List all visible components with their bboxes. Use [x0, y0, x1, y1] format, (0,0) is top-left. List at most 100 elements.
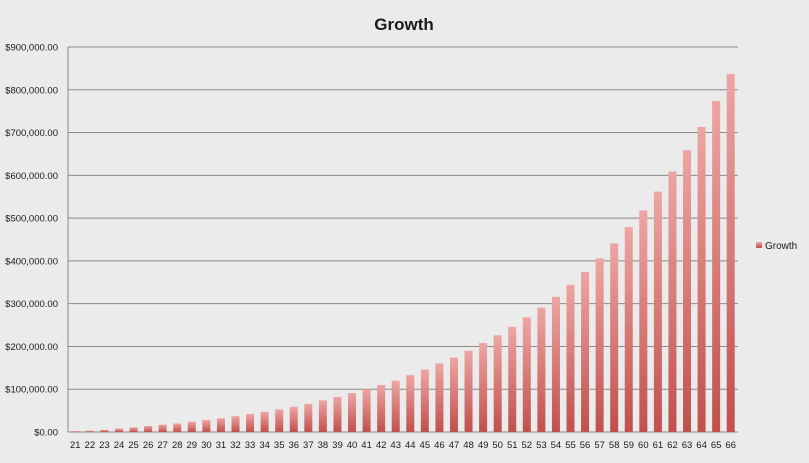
grid-lines: [67, 46, 738, 433]
x-tick-label: 21: [70, 440, 81, 451]
bar-28: [173, 423, 182, 432]
bar-32: [231, 416, 240, 432]
x-tick-label: 64: [696, 440, 707, 451]
bar-27: [158, 424, 167, 432]
x-tick-label: 27: [157, 440, 168, 451]
x-tick-label: 32: [230, 440, 241, 451]
x-tick-label: 45: [420, 440, 431, 451]
bar-58: [610, 243, 619, 432]
bar-60: [639, 210, 648, 432]
y-tick-label: $400,000.00: [5, 256, 58, 267]
x-tick-label: 62: [667, 440, 678, 451]
legend-swatch: [756, 242, 762, 248]
bar-59: [624, 227, 633, 432]
x-axis-labels: 21 22 23 24 25 26 27 28 29 30 31 32 33 34 35 36 37 38 39 40…: [70, 440, 736, 451]
x-tick-label: 35: [274, 440, 285, 451]
x-tick-label: 44: [405, 440, 416, 451]
y-tick-label: $900,000.00: [5, 43, 58, 54]
bars: [71, 73, 735, 433]
x-tick-label: 58: [609, 440, 620, 451]
x-tick-label: 46: [434, 440, 445, 451]
bar-50: [493, 335, 502, 432]
x-tick-label: 53: [536, 440, 547, 451]
bar-63: [683, 150, 692, 432]
x-tick-label: 28: [172, 440, 183, 451]
y-tick-label: $0.00: [34, 428, 58, 439]
x-tick-label: 38: [318, 440, 329, 451]
bar-46: [435, 363, 444, 432]
x-tick-label: 47: [449, 440, 460, 451]
x-tick-label: 65: [711, 440, 722, 451]
bar-35: [275, 409, 284, 432]
bar-62: [668, 171, 677, 432]
x-tick-label: 29: [187, 440, 198, 451]
x-tick-label: 51: [507, 440, 518, 451]
bar-43: [391, 380, 400, 432]
bar-56: [581, 272, 590, 432]
y-tick-label: $600,000.00: [5, 171, 58, 182]
bar-21: [71, 431, 80, 432]
y-tick-label: $100,000.00: [5, 385, 58, 396]
bar-39: [333, 396, 342, 432]
bar-33: [246, 414, 255, 432]
x-tick-label: 48: [463, 440, 474, 451]
x-tick-label: 34: [259, 440, 270, 451]
bar-36: [289, 406, 298, 432]
x-tick-label: 60: [638, 440, 649, 451]
bar-64: [697, 126, 706, 432]
x-tick-label: 57: [594, 440, 605, 451]
legend-label-growth: Growth: [765, 241, 797, 252]
bar-52: [522, 317, 531, 432]
bar-55: [566, 284, 575, 432]
bar-54: [551, 296, 560, 432]
bar-26: [144, 426, 153, 432]
x-tick-label: 24: [114, 440, 125, 451]
y-axis-labels: $0.00 $100,000.00 $200,000.00 $300,000.00 $4…: [5, 43, 58, 439]
bar-37: [304, 403, 313, 432]
bar-24: [114, 428, 123, 432]
x-tick-label: 54: [551, 440, 562, 451]
x-tick-label: 33: [245, 440, 256, 451]
x-tick-label: 41: [361, 440, 372, 451]
x-tick-label: 26: [143, 440, 154, 451]
bar-40: [348, 393, 357, 432]
bar-51: [508, 326, 517, 432]
bar-44: [406, 375, 415, 432]
bar-41: [362, 389, 371, 432]
y-tick-label: $300,000.00: [5, 299, 58, 310]
bar-23: [100, 429, 109, 432]
bar-34: [260, 411, 269, 432]
legend: Growth: [756, 241, 797, 252]
bar-47: [449, 357, 458, 432]
y-tick-label: $200,000.00: [5, 342, 58, 353]
y-tick-label: $700,000.00: [5, 128, 58, 139]
bar-25: [129, 427, 138, 432]
x-tick-label: 66: [725, 440, 736, 451]
x-tick-label: 36: [288, 440, 299, 451]
x-tick-label: 39: [332, 440, 343, 451]
x-tick-label: 56: [580, 440, 591, 451]
x-tick-label: 31: [216, 440, 227, 451]
x-tick-label: 63: [682, 440, 693, 451]
bar-45: [420, 369, 429, 432]
x-tick-label: 52: [522, 440, 533, 451]
bar-57: [595, 258, 604, 432]
x-tick-label: 49: [478, 440, 489, 451]
x-tick-label: 37: [303, 440, 314, 451]
bar-42: [377, 384, 386, 432]
x-tick-label: 61: [653, 440, 664, 451]
bar-30: [202, 420, 211, 432]
x-tick-label: 42: [376, 440, 387, 451]
x-tick-label: 40: [347, 440, 358, 451]
bar-31: [216, 418, 225, 432]
x-tick-label: 22: [85, 440, 96, 451]
bar-38: [318, 400, 327, 432]
x-tick-label: 50: [492, 440, 503, 451]
chart-title: Growth: [374, 15, 434, 34]
bar-53: [537, 307, 546, 432]
x-tick-label: 43: [390, 440, 401, 451]
bar-49: [479, 343, 488, 432]
bar-66: [726, 73, 735, 432]
x-tick-label: 23: [99, 440, 110, 451]
